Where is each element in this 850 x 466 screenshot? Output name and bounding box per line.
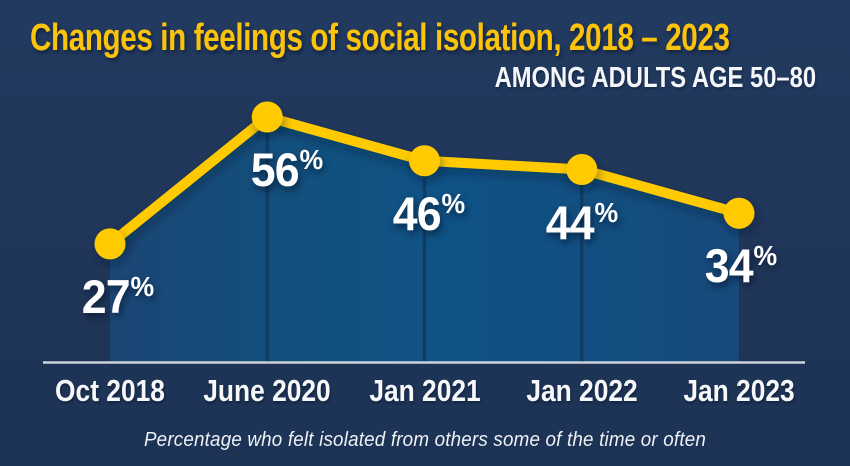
data-point-value: 44 bbox=[545, 195, 595, 249]
percent-sign: % bbox=[594, 196, 618, 228]
x-axis-label: Jan 2021 bbox=[368, 373, 481, 408]
x-axis-label: Jan 2022 bbox=[526, 373, 638, 408]
percent-sign: % bbox=[441, 187, 465, 219]
data-point-label: 44% bbox=[545, 195, 618, 249]
percent-sign: % bbox=[753, 240, 778, 272]
chart-title: Changes in feelings of social isolation,… bbox=[30, 17, 730, 59]
percent-sign: % bbox=[299, 144, 324, 175]
data-point-marker bbox=[723, 197, 755, 229]
data-point-marker bbox=[94, 228, 126, 260]
data-point-marker bbox=[251, 101, 283, 133]
percent-sign: % bbox=[130, 270, 155, 302]
data-point-label: 46% bbox=[392, 186, 465, 240]
data-point-marker bbox=[409, 145, 440, 177]
data-point-label: 56% bbox=[251, 143, 324, 196]
x-axis-label: June 2020 bbox=[203, 373, 331, 408]
x-axis-label: Jan 2023 bbox=[683, 373, 795, 408]
data-point-value: 27 bbox=[81, 269, 131, 323]
data-point-label: 34% bbox=[704, 239, 778, 293]
x-axis-label: Oct 2018 bbox=[55, 373, 165, 408]
data-point-value: 46 bbox=[392, 186, 441, 240]
data-point-value: 56 bbox=[251, 143, 300, 196]
chart-subtitle: AMONG ADULTS AGE 50–80 bbox=[494, 62, 816, 94]
data-point-value: 34 bbox=[704, 239, 754, 293]
data-point-marker bbox=[566, 154, 598, 185]
data-point-label: 27% bbox=[81, 269, 155, 323]
chart-caption: Percentage who felt isolated from others… bbox=[143, 429, 707, 451]
